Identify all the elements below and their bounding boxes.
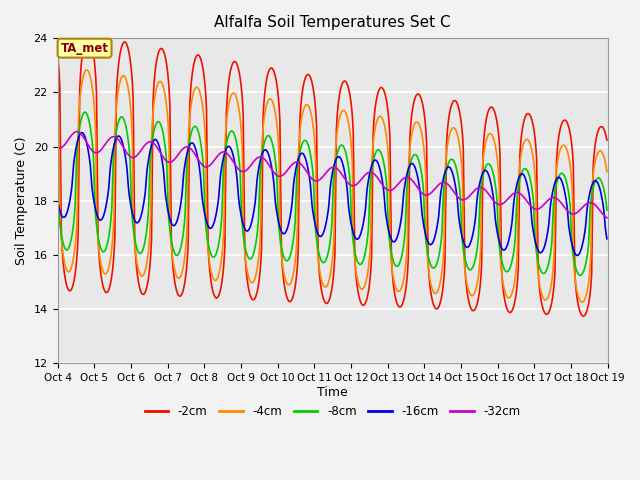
-16cm <box>54 197 61 203</box>
-16cm <box>177 202 184 208</box>
Text: TA_met: TA_met <box>61 42 109 55</box>
-16cm <box>603 236 611 242</box>
-16cm <box>416 186 424 192</box>
-4cm <box>578 300 586 305</box>
-8cm <box>63 247 71 252</box>
Line: -2cm: -2cm <box>58 36 607 316</box>
-8cm <box>416 161 424 167</box>
-8cm <box>177 246 184 252</box>
-2cm <box>579 313 587 319</box>
-32cm <box>400 176 408 181</box>
-4cm <box>400 276 408 282</box>
-32cm <box>73 129 81 134</box>
-8cm <box>577 273 584 278</box>
Line: -8cm: -8cm <box>58 112 607 276</box>
-16cm <box>400 191 408 196</box>
-8cm <box>81 109 89 115</box>
-2cm <box>63 285 71 291</box>
-2cm <box>54 50 61 56</box>
Y-axis label: Soil Temperature (C): Soil Temperature (C) <box>15 136 28 265</box>
-16cm <box>205 225 213 231</box>
-8cm <box>603 207 611 213</box>
-2cm <box>416 93 424 98</box>
-4cm <box>205 260 213 265</box>
-4cm <box>603 169 611 175</box>
Legend: -2cm, -4cm, -8cm, -16cm, -32cm: -2cm, -4cm, -8cm, -16cm, -32cm <box>140 400 525 422</box>
-32cm <box>603 215 611 221</box>
-8cm <box>400 242 408 248</box>
-32cm <box>54 144 61 150</box>
-4cm <box>121 74 129 80</box>
-16cm <box>573 252 581 258</box>
-4cm <box>416 123 424 129</box>
Line: -32cm: -32cm <box>58 132 607 218</box>
-16cm <box>63 208 71 214</box>
-4cm <box>54 97 61 103</box>
-32cm <box>177 148 184 154</box>
-32cm <box>416 188 424 193</box>
-4cm <box>63 268 71 274</box>
-8cm <box>121 119 129 125</box>
-16cm <box>78 130 86 135</box>
Title: Alfalfa Soil Temperatures Set C: Alfalfa Soil Temperatures Set C <box>214 15 451 30</box>
-32cm <box>121 147 129 153</box>
-4cm <box>177 274 184 279</box>
-2cm <box>84 33 92 38</box>
-4cm <box>83 67 90 73</box>
-2cm <box>177 293 184 299</box>
Line: -4cm: -4cm <box>58 70 607 302</box>
-2cm <box>400 298 408 303</box>
-2cm <box>121 39 129 45</box>
-8cm <box>54 176 61 182</box>
-16cm <box>121 150 129 156</box>
-2cm <box>205 266 213 272</box>
-8cm <box>205 247 213 253</box>
-32cm <box>205 163 213 168</box>
Line: -16cm: -16cm <box>58 132 607 255</box>
-32cm <box>63 138 71 144</box>
X-axis label: Time: Time <box>317 386 348 399</box>
-2cm <box>603 137 611 143</box>
